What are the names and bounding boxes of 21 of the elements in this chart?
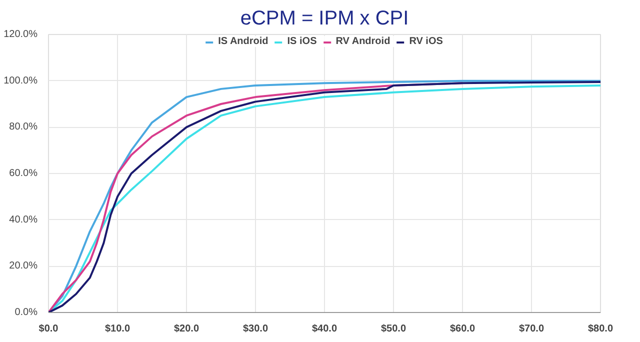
y-tick-label: 40.0% — [9, 214, 38, 226]
x-tick-label: $40.0 — [312, 324, 338, 334]
x-tick-label: $80.0 — [588, 324, 614, 334]
x-tick-label: $10.0 — [104, 324, 130, 334]
y-tick-label: 20.0% — [9, 260, 38, 272]
x-tick-label: $50.0 — [380, 324, 406, 334]
x-tick-label: $60.0 — [450, 324, 476, 334]
x-tick-label: $20.0 — [174, 324, 200, 334]
y-tick-label: 0.0% — [14, 307, 38, 318]
legend-label: RV iOS — [409, 36, 443, 47]
legend-label: IS Android — [218, 36, 268, 47]
legend-label: IS iOS — [287, 36, 317, 47]
x-tick-label: $30.0 — [242, 324, 268, 334]
y-tick-label: 120.0% — [4, 29, 38, 40]
y-tick-label: 60.0% — [9, 168, 38, 179]
x-tick-label: $0.0 — [38, 324, 59, 334]
chart-title: eCPM = IPM x CPI — [240, 8, 409, 30]
legend-label: RV Android — [336, 36, 390, 47]
y-tick-label: 80.0% — [9, 122, 38, 133]
y-tick-label: 100.0% — [4, 75, 38, 86]
x-tick-label: $70.0 — [518, 324, 544, 334]
